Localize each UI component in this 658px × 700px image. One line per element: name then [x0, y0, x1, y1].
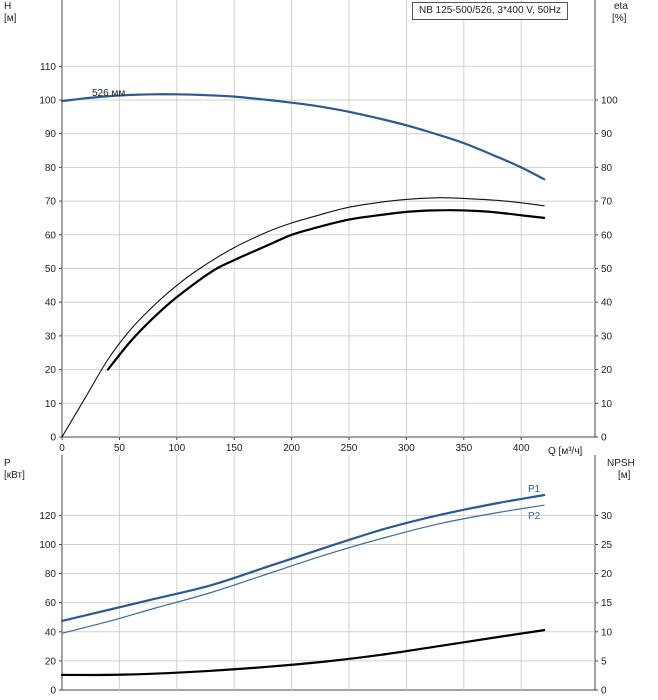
left-tick-label: 0	[50, 686, 56, 697]
h-axis-unit: [м]	[4, 13, 17, 24]
pump-model-legend: NB 125-500/526, 3*400 V, 50Hz	[412, 2, 568, 20]
series-line-0-0	[60, 93, 546, 181]
series-line-1-2	[60, 629, 546, 677]
right-tick-label: 0	[601, 686, 607, 697]
series-top	[60, 93, 546, 438]
x-tick-label: 100	[168, 443, 185, 454]
left-tick-label: 110	[40, 62, 56, 73]
left-tick-label: 20	[45, 656, 57, 667]
right-tick-label: 50	[601, 264, 613, 275]
grid-bottom	[61, 455, 596, 691]
right-tick-label: 10	[601, 399, 613, 410]
right-tick-label: 5	[601, 656, 607, 667]
right-tick-label: 40	[601, 298, 613, 309]
left-tick-label: 100	[39, 540, 56, 551]
x-tick-label: 150	[226, 443, 243, 454]
left-tick-label: 80	[45, 163, 57, 174]
right-tick-label: 20	[601, 365, 613, 376]
left-tick-label: 10	[45, 399, 57, 410]
x-tick-label: 200	[283, 443, 300, 454]
p-axis-label: P	[4, 458, 11, 469]
right-tick-label: 15	[601, 598, 613, 609]
series-line-0-1	[61, 197, 545, 438]
impeller-diameter-label: 526 мм	[92, 88, 125, 99]
right-tick-label: 60	[601, 230, 613, 241]
x-tick-label: 0	[59, 443, 65, 454]
series-line-1-1	[61, 504, 545, 634]
grid-top	[61, 0, 596, 438]
right-tick-label: 10	[601, 627, 613, 638]
series-label-p1: P1	[528, 484, 541, 495]
left-tick-label: 40	[45, 627, 57, 638]
left-tick-label: 40	[45, 298, 57, 309]
left-tick-label: 50	[45, 264, 57, 275]
series-label-p2: P2	[528, 511, 541, 522]
h-axis-label: H	[4, 1, 11, 12]
npsh-axis-label: NPSH	[607, 458, 635, 469]
series-bottom	[60, 493, 546, 677]
left-tick-label: 0	[50, 433, 56, 444]
right-tick-label: 20	[601, 569, 613, 580]
left-tick-label: 60	[45, 598, 57, 609]
left-tick-label: 80	[45, 569, 57, 580]
p-axis-unit: [кВт]	[4, 470, 25, 481]
right-tick-label: 100	[601, 96, 618, 107]
eta-axis-label: eta	[614, 1, 628, 12]
right-tick-label: 30	[601, 511, 613, 522]
eta-axis-unit: [%]	[612, 13, 627, 24]
x-tick-label: 350	[455, 443, 472, 454]
left-tick-label: 20	[45, 365, 57, 376]
right-tick-label: 30	[601, 331, 613, 342]
series-line-1-0	[60, 493, 546, 622]
left-tick-label: 120	[39, 511, 56, 522]
right-tick-label: 70	[601, 197, 613, 208]
x-tick-label: 400	[513, 443, 530, 454]
right-tick-label: 90	[601, 129, 613, 140]
series-line-0-2	[106, 209, 546, 371]
left-tick-label: 60	[45, 230, 57, 241]
x-tick-label: 50	[114, 443, 126, 454]
left-tick-label: 30	[45, 331, 57, 342]
x-tick-label: 300	[398, 443, 415, 454]
left-tick-label: 70	[45, 197, 57, 208]
right-tick-label: 80	[601, 163, 613, 174]
tick-labels: 0102030405060708090100110010203040506070…	[39, 62, 618, 697]
right-tick-label: 25	[601, 540, 613, 551]
x-tick-label: 250	[341, 443, 358, 454]
npsh-axis-unit: [м]	[618, 470, 631, 481]
left-tick-label: 100	[39, 96, 56, 107]
x-axis-label: Q [м³/ч]	[548, 446, 583, 457]
right-tick-label: 0	[601, 433, 607, 444]
left-tick-label: 90	[45, 129, 57, 140]
